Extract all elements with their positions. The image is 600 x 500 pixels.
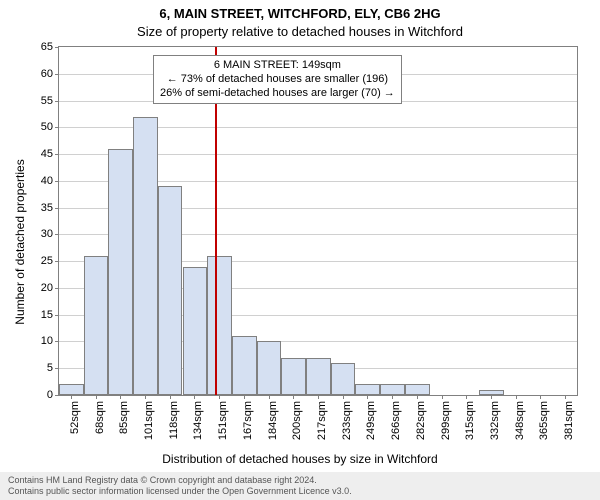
x-tick-mark: [269, 395, 270, 399]
x-tick-label: 315sqm: [464, 401, 476, 440]
y-tick-label: 25: [25, 255, 59, 267]
x-tick-mark: [417, 395, 418, 399]
annotation-line: ← 73% of detached houses are smaller (19…: [160, 73, 395, 87]
histogram-bar: [158, 186, 183, 395]
x-tick-mark: [145, 395, 146, 399]
histogram-bar: [257, 341, 282, 395]
y-tick-label: 50: [25, 121, 59, 133]
histogram-bar: [108, 149, 133, 395]
y-tick-label: 20: [25, 282, 59, 294]
y-tick-label: 40: [25, 175, 59, 187]
x-tick-mark: [318, 395, 319, 399]
histogram-bar: [306, 358, 331, 395]
x-tick-mark: [367, 395, 368, 399]
histogram-bar: [405, 384, 430, 395]
x-tick-label: 52sqm: [69, 401, 81, 434]
y-tick-label: 45: [25, 148, 59, 160]
histogram-bar: [355, 384, 380, 395]
plot-area: 0510152025303540455055606552sqm68sqm85sq…: [58, 46, 578, 396]
chart-title-address: 6, MAIN STREET, WITCHFORD, ELY, CB6 2HG: [0, 6, 600, 21]
histogram-bar: [84, 256, 109, 395]
x-tick-mark: [71, 395, 72, 399]
x-tick-label: 348sqm: [514, 401, 526, 440]
y-tick-label: 10: [25, 335, 59, 347]
x-tick-label: 68sqm: [94, 401, 106, 434]
footer-attribution: Contains HM Land Registry data © Crown c…: [0, 472, 600, 500]
x-axis-label: Distribution of detached houses by size …: [0, 452, 600, 466]
x-tick-mark: [170, 395, 171, 399]
x-tick-label: 282sqm: [415, 401, 427, 440]
annotation-line: 26% of semi-detached houses are larger (…: [160, 87, 395, 101]
y-tick-label: 35: [25, 202, 59, 214]
x-tick-label: 85sqm: [118, 401, 130, 434]
x-tick-mark: [392, 395, 393, 399]
x-tick-label: 217sqm: [316, 401, 328, 440]
histogram-bar: [133, 117, 158, 395]
footer-line-2: Contains public sector information licen…: [8, 486, 592, 497]
x-tick-mark: [343, 395, 344, 399]
x-tick-label: 167sqm: [242, 401, 254, 440]
histogram-bar: [183, 267, 208, 395]
chart-container: 6, MAIN STREET, WITCHFORD, ELY, CB6 2HG …: [0, 0, 600, 500]
x-tick-label: 249sqm: [365, 401, 377, 440]
x-tick-mark: [120, 395, 121, 399]
x-tick-label: 118sqm: [168, 401, 180, 439]
x-tick-mark: [565, 395, 566, 399]
y-tick-label: 60: [25, 68, 59, 80]
x-tick-mark: [442, 395, 443, 399]
x-tick-label: 134sqm: [192, 401, 204, 440]
y-tick-label: 30: [25, 228, 59, 240]
x-tick-label: 381sqm: [563, 401, 575, 440]
x-tick-mark: [516, 395, 517, 399]
histogram-bar: [281, 358, 306, 395]
y-tick-label: 65: [25, 41, 59, 53]
x-tick-mark: [293, 395, 294, 399]
x-tick-label: 266sqm: [390, 401, 402, 440]
footer-line-1: Contains HM Land Registry data © Crown c…: [8, 475, 592, 486]
annotation-line: 6 MAIN STREET: 149sqm: [160, 59, 395, 73]
y-tick-label: 0: [25, 389, 59, 401]
histogram-bar: [380, 384, 405, 395]
x-tick-mark: [219, 395, 220, 399]
x-tick-mark: [244, 395, 245, 399]
x-tick-label: 101sqm: [143, 401, 155, 440]
histogram-bar: [232, 336, 257, 395]
x-tick-mark: [491, 395, 492, 399]
x-tick-label: 233sqm: [341, 401, 353, 440]
x-tick-mark: [540, 395, 541, 399]
x-tick-label: 299sqm: [440, 401, 452, 440]
x-tick-label: 332sqm: [489, 401, 501, 440]
chart-title-subtitle: Size of property relative to detached ho…: [0, 24, 600, 39]
x-tick-mark: [466, 395, 467, 399]
x-tick-label: 200sqm: [291, 401, 303, 440]
y-tick-label: 15: [25, 309, 59, 321]
x-tick-mark: [96, 395, 97, 399]
histogram-bar: [207, 256, 232, 395]
y-tick-label: 5: [25, 362, 59, 374]
x-tick-label: 184sqm: [267, 401, 279, 440]
x-tick-label: 365sqm: [538, 401, 550, 440]
x-tick-mark: [194, 395, 195, 399]
annotation-box: 6 MAIN STREET: 149sqm← 73% of detached h…: [153, 55, 402, 104]
y-tick-label: 55: [25, 95, 59, 107]
histogram-bar: [59, 384, 84, 395]
x-tick-label: 151sqm: [217, 401, 229, 440]
histogram-bar: [331, 363, 356, 395]
